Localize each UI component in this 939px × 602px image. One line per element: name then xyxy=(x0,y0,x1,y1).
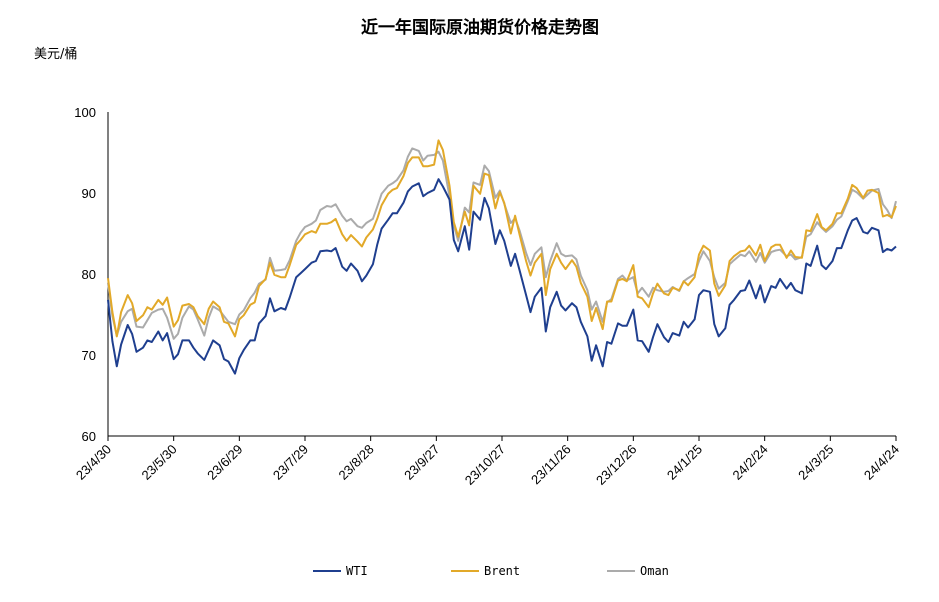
series-line-wti xyxy=(107,178,897,375)
legend-label-wti: WTI xyxy=(346,564,368,578)
x-tick-label: 24/2/24 xyxy=(730,442,771,483)
legend-label-oman: Oman xyxy=(640,564,669,578)
x-tick-label: 23/6/29 xyxy=(204,442,245,483)
x-tick-label: 24/3/25 xyxy=(795,442,836,483)
x-tick-label: 23/11/26 xyxy=(528,442,574,488)
x-tick-label: 23/5/30 xyxy=(139,442,180,483)
y-tick-label: 80 xyxy=(82,267,96,282)
x-tick-label: 23/10/27 xyxy=(462,442,508,488)
x-tick-label: 23/4/30 xyxy=(73,442,114,483)
series-line-oman xyxy=(107,147,897,340)
x-tick-label: 23/7/29 xyxy=(270,442,311,483)
legend-label-brent: Brent xyxy=(484,564,520,578)
x-tick-label: 24/1/25 xyxy=(664,442,705,483)
y-axis: 60 70 80 90 100 xyxy=(74,105,109,444)
y-tick-label: 70 xyxy=(82,348,96,363)
x-tick-label: 23/12/26 xyxy=(593,442,639,488)
x-axis: 23/4/30 23/5/30 23/6/29 23/7/29 23/8/28 23/9/… xyxy=(73,435,902,488)
series-layer xyxy=(107,139,897,375)
x-tick-label: 23/8/28 xyxy=(336,442,377,483)
y-tick-label: 90 xyxy=(82,186,96,201)
x-tick-label: 24/4/24 xyxy=(861,442,902,483)
series-line-brent xyxy=(107,139,897,338)
x-tick-label: 23/9/27 xyxy=(401,442,442,483)
chart-title: 近一年国际原油期货价格走势图 xyxy=(361,17,599,38)
legend: WTI Brent Oman xyxy=(313,564,669,578)
y-tick-label: 100 xyxy=(74,105,96,120)
y-axis-unit-label: 美元/桶 xyxy=(34,47,77,62)
y-tick-label: 60 xyxy=(82,429,96,444)
